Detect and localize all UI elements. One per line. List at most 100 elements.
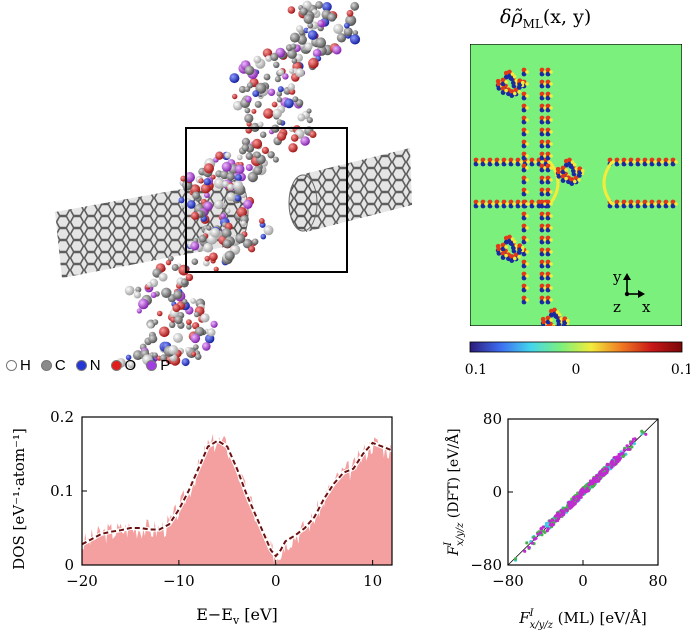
parity-point bbox=[594, 477, 598, 481]
dos-xlabel: E−Ev [eV] bbox=[196, 605, 278, 627]
parity-point bbox=[576, 491, 580, 495]
parity-point bbox=[568, 506, 572, 510]
zoom-box bbox=[185, 127, 348, 273]
density-features bbox=[473, 67, 678, 326]
parity-point bbox=[530, 541, 534, 545]
dos-smoothed-line bbox=[81, 439, 393, 558]
parity-point bbox=[606, 468, 610, 472]
parity-point bbox=[620, 452, 624, 456]
dos-ytick-label: 0.2 bbox=[50, 408, 74, 426]
dos-chart: −20 −10 0 10 0 0.1 0.2 E−Ev [eV] DOS [eV⁻¹·atom⁻… bbox=[10, 408, 393, 627]
atom-dot-icon bbox=[6, 360, 17, 371]
parity-xtick-label: −80 bbox=[492, 572, 524, 590]
parity-point bbox=[572, 497, 576, 502]
parity-point bbox=[548, 519, 552, 523]
parity-point bbox=[585, 487, 589, 491]
parity-point bbox=[610, 465, 614, 469]
parity-point bbox=[546, 527, 550, 531]
legend-item-h: H bbox=[6, 357, 31, 374]
parity-point bbox=[576, 498, 580, 502]
atom-dot-icon bbox=[146, 360, 158, 371]
atom-dot-icon bbox=[75, 360, 87, 371]
parity-xtick-label: 80 bbox=[648, 572, 667, 590]
parity-point bbox=[618, 456, 622, 460]
parity-point bbox=[527, 546, 531, 550]
colorbar-tick-mid: 0 bbox=[572, 362, 581, 378]
parity-point bbox=[543, 530, 547, 534]
dos-xtick-label: −10 bbox=[163, 572, 195, 590]
parity-point bbox=[564, 507, 568, 512]
legend-item-n: N bbox=[75, 357, 101, 374]
parity-point bbox=[577, 495, 581, 499]
parity-point bbox=[556, 511, 560, 515]
parity-point bbox=[614, 459, 618, 463]
parity-point bbox=[633, 437, 637, 441]
parity-point bbox=[598, 476, 602, 481]
legend-label: O bbox=[124, 357, 137, 374]
legend-item-p: P bbox=[146, 357, 170, 374]
parity-point bbox=[539, 531, 543, 535]
nanotube-right bbox=[288, 148, 412, 232]
parity-point bbox=[625, 444, 629, 448]
parity-point bbox=[598, 470, 603, 474]
parity-point bbox=[622, 448, 626, 452]
parity-point bbox=[580, 492, 584, 496]
parity-point bbox=[550, 523, 554, 527]
axis-x-label: x bbox=[642, 298, 651, 316]
colorbar: −0.1 0 0.1 bbox=[465, 341, 690, 378]
parity-xtick-label: 0 bbox=[578, 572, 588, 590]
axis-y-label: y bbox=[612, 268, 622, 286]
dos-ylabel: DOS [eV⁻¹·atom⁻¹] bbox=[10, 428, 28, 570]
parity-point bbox=[533, 537, 537, 541]
parity-point bbox=[611, 460, 615, 464]
parity-point bbox=[513, 557, 518, 561]
parity-point bbox=[603, 472, 607, 476]
parity-point bbox=[550, 518, 555, 522]
parity-point bbox=[644, 432, 648, 436]
parity-point bbox=[570, 500, 574, 504]
legend-label: H bbox=[20, 357, 31, 374]
legend-label: C bbox=[54, 357, 66, 374]
title-subscript: ML bbox=[522, 16, 543, 31]
parity-point bbox=[523, 549, 527, 553]
parity-xlabel: FI x/y/z (ML) [eV/Å] bbox=[518, 608, 647, 631]
parity-point bbox=[605, 463, 609, 467]
parity-ylabel: FIx/y/z (DFT) [eV/Å] bbox=[443, 428, 466, 556]
parity-point bbox=[629, 442, 633, 446]
parity-point bbox=[589, 481, 594, 485]
parity-point bbox=[570, 504, 574, 508]
dos-xtick-label: 0 bbox=[271, 572, 281, 590]
parity-point bbox=[525, 541, 529, 545]
parity-ytick-label: 0 bbox=[492, 483, 502, 501]
parity-point bbox=[541, 525, 545, 529]
parity-ytick-label: 80 bbox=[483, 410, 502, 428]
parity-point bbox=[626, 447, 630, 451]
dna-strand bbox=[115, 0, 361, 369]
parity-point bbox=[630, 445, 634, 449]
parity-point bbox=[544, 521, 549, 526]
legend-label: N bbox=[89, 357, 101, 374]
density-map-title: δρ̃ML(x, y) bbox=[500, 6, 591, 31]
parity-point bbox=[621, 454, 625, 459]
parity-point bbox=[558, 514, 562, 519]
title-args: (x, y) bbox=[542, 6, 592, 28]
dos-area bbox=[82, 433, 392, 565]
parity-point bbox=[554, 519, 558, 523]
parity-point bbox=[612, 463, 616, 467]
parity-point bbox=[567, 500, 571, 504]
legend-label: P bbox=[160, 357, 171, 374]
legend-item-o: O bbox=[110, 357, 137, 374]
dos-xtick-label: 10 bbox=[363, 572, 382, 590]
atom-dot-icon bbox=[110, 360, 122, 371]
colorbar-gradient bbox=[469, 341, 683, 353]
colorbar-tick-min: −0.1 bbox=[465, 362, 487, 378]
parity-point bbox=[546, 524, 550, 529]
dos-ytick-label: 0 bbox=[64, 556, 74, 574]
axis-z-label: z bbox=[613, 298, 621, 316]
dos-xtick-label: −20 bbox=[66, 572, 98, 590]
parity-point bbox=[583, 484, 587, 488]
parity-point bbox=[595, 474, 599, 478]
parity-ytick-label: −80 bbox=[470, 556, 502, 574]
molecule-illustration bbox=[55, 0, 412, 369]
axes-glyph: y z x bbox=[612, 268, 651, 316]
